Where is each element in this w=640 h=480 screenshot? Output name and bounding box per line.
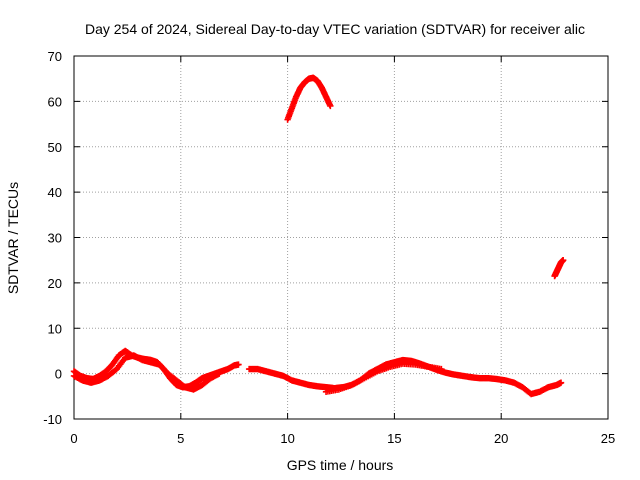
- y-tick-label: 60: [48, 94, 62, 109]
- series-main-trace-d: [322, 360, 445, 395]
- y-tick-label: 0: [55, 367, 62, 382]
- data-point: [557, 379, 565, 386]
- x-tick-label: 0: [70, 431, 77, 446]
- y-tick-label: 40: [48, 185, 62, 200]
- x-tick-label: 10: [280, 431, 294, 446]
- x-tick-label: 5: [177, 431, 184, 446]
- plot-frame: [73, 55, 609, 420]
- grid-lines: [74, 56, 608, 419]
- x-tick-label: 15: [387, 431, 401, 446]
- y-tick-label: -10: [43, 412, 62, 427]
- data-point: [235, 361, 242, 368]
- series-main-trace-b: [70, 352, 223, 393]
- y-tick-label: 20: [48, 276, 62, 291]
- x-tick-labels: 0 5 10 15 20 25: [70, 431, 615, 446]
- y-axis-label: SDTVAR / TECUs: [5, 182, 21, 294]
- series-arc-trace: [284, 74, 334, 123]
- data-point: [559, 256, 567, 264]
- y-tick-label: 30: [48, 231, 62, 246]
- y-tick-label: 50: [48, 140, 62, 155]
- x-tick-label: 25: [601, 431, 615, 446]
- y-tick-labels: -10 0 10 20 30 40 50 60 70: [43, 49, 62, 427]
- data-point: [438, 365, 445, 373]
- chart-title: Day 254 of 2024, Sidereal Day-to-day VTE…: [85, 21, 585, 37]
- x-tick-label: 20: [494, 431, 508, 446]
- x-axis-label: GPS time / hours: [287, 457, 394, 473]
- data-point: [216, 370, 223, 377]
- y-tick-label: 70: [48, 49, 62, 64]
- data-point: [327, 102, 334, 110]
- data-points: [70, 74, 567, 398]
- series-main-trace-c: [245, 356, 565, 398]
- y-tick-label: 10: [48, 321, 62, 336]
- series-short-trace: [551, 256, 567, 280]
